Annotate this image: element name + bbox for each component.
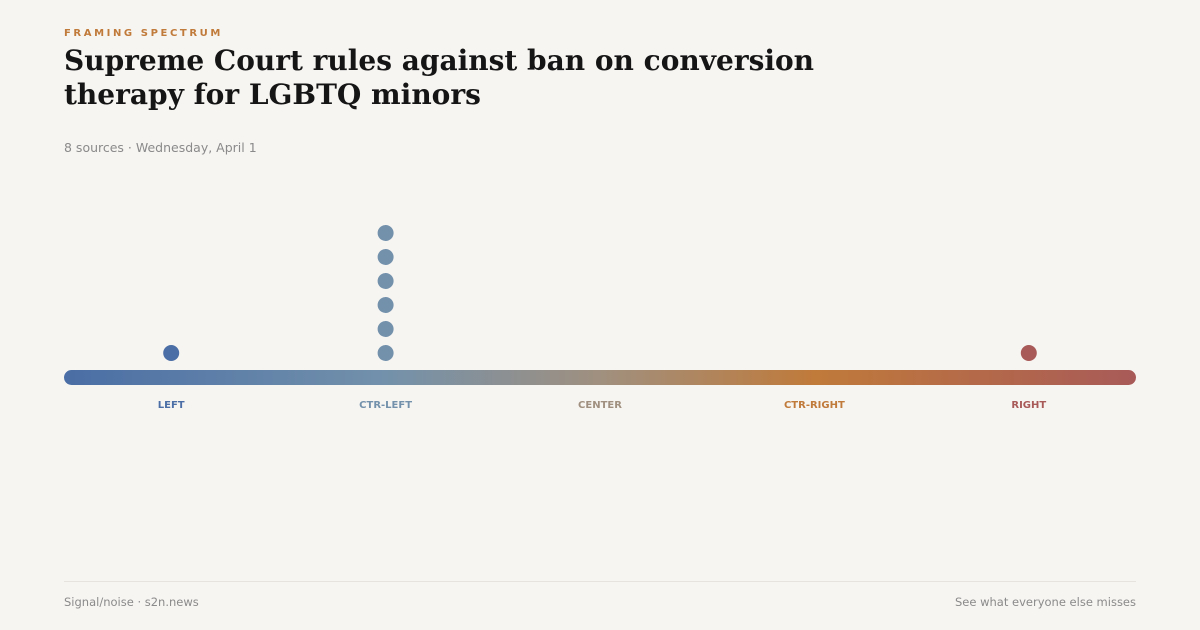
kicker: FRAMING SPECTRUM <box>64 28 223 39</box>
category-label: CENTER <box>578 400 622 411</box>
headline: Supreme Court rules against ban on conve… <box>64 44 814 111</box>
source-dot <box>1020 345 1037 361</box>
category-label: CTR-LEFT <box>359 400 412 411</box>
source-dot <box>377 249 394 265</box>
footer-tagline: See what everyone else misses <box>955 595 1136 609</box>
footer-rule <box>64 581 1136 582</box>
source-dot <box>377 225 394 241</box>
footer-brand: Signal/noise · s2n.news <box>64 595 199 609</box>
source-dot <box>377 297 394 313</box>
source-dot <box>163 345 180 361</box>
category-label: LEFT <box>158 400 185 411</box>
category-label: RIGHT <box>1011 400 1046 411</box>
source-dot <box>377 321 394 337</box>
source-dot <box>377 345 394 361</box>
source-dot <box>377 273 394 289</box>
meta: 8 sources · Wednesday, April 1 <box>64 140 257 155</box>
spectrum-bar <box>64 370 1136 385</box>
category-label: CTR-RIGHT <box>784 400 845 411</box>
